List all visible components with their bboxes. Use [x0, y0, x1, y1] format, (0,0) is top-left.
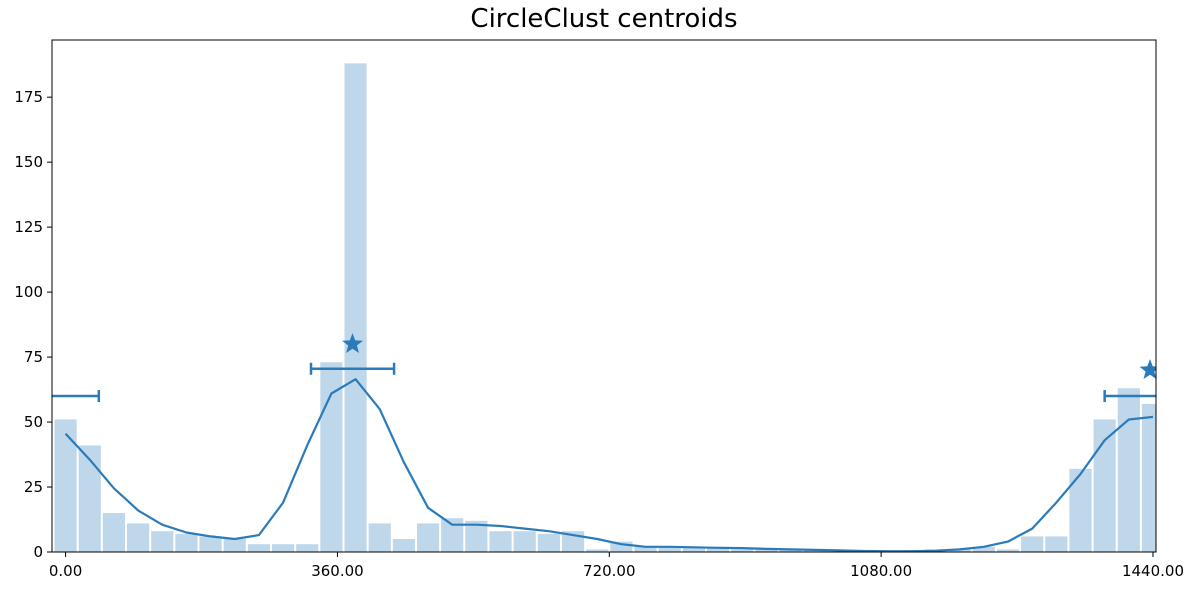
histogram-bar [54, 419, 77, 552]
histogram-bar [199, 536, 222, 552]
histogram-bar [489, 531, 512, 552]
centroid-star-marker [342, 333, 363, 353]
y-tick-label: 50 [24, 413, 43, 431]
x-axis: 0.00 360.00 720.00 1080.00 1440.00 [49, 552, 1184, 580]
x-tick-label: 720.00 [583, 562, 636, 580]
chart-title: CircleClust centroids [470, 4, 738, 34]
y-axis: 0 25 50 75 100 125 150 175 [14, 88, 52, 561]
histogram-bars [54, 63, 1156, 552]
x-tick-label: 360.00 [311, 562, 364, 580]
histogram-bar [706, 546, 730, 552]
histogram-bar [271, 544, 295, 552]
y-tick-label: 0 [33, 543, 43, 561]
y-tick-label: 150 [14, 153, 43, 171]
histogram-bar [634, 546, 657, 552]
histogram-bar [586, 549, 609, 552]
histogram-bar [151, 531, 174, 552]
histogram-bar [416, 523, 440, 552]
centroid-markers-layer [342, 333, 1156, 379]
y-tick-label: 75 [24, 348, 43, 366]
histogram-bar [1021, 536, 1044, 552]
histogram-bar [127, 523, 150, 552]
histogram-bar [1141, 403, 1156, 552]
histogram-bar [755, 549, 778, 552]
histogram-bar [682, 546, 705, 552]
centroid-error-bar [1103, 390, 1156, 403]
y-tick-label: 125 [14, 218, 43, 236]
x-tick-label: 0.00 [49, 562, 82, 580]
histogram-bar [948, 549, 971, 552]
x-tick-label: 1080.00 [850, 562, 912, 580]
plot-frame [51, 39, 1157, 553]
centroid-star-marker [1139, 359, 1156, 379]
histogram-bar [223, 539, 246, 552]
histogram-bar [392, 539, 415, 552]
histogram-bar [1045, 536, 1068, 552]
histogram-bar [465, 520, 488, 552]
histogram-bar [779, 549, 802, 552]
histogram-bar [175, 533, 198, 552]
histogram-bar [1117, 388, 1140, 552]
histogram-bar [247, 544, 270, 552]
histogram-bar [344, 63, 367, 552]
histogram-bar [731, 549, 754, 552]
histogram-bar [996, 549, 1020, 552]
histogram-bar [368, 523, 391, 552]
histogram-bar [320, 362, 343, 552]
x-tick-label: 1440.00 [1122, 562, 1184, 580]
histogram-bar [972, 546, 995, 552]
centroid-error-bar [52, 390, 101, 403]
histogram-bar [658, 546, 681, 552]
histogram-bar [78, 445, 101, 552]
y-tick-label: 175 [14, 88, 43, 106]
histogram-bar [296, 544, 319, 552]
density-curve [64, 378, 1154, 552]
histogram-bar [513, 531, 536, 552]
y-tick-label: 100 [14, 283, 43, 301]
histogram-bar [1093, 419, 1116, 552]
centroid-error-bar [309, 362, 396, 375]
error-bars-layer [52, 362, 1156, 403]
histogram-bar [537, 533, 560, 552]
histogram-bar [610, 541, 633, 552]
histogram-bar [441, 518, 464, 552]
y-tick-label: 25 [24, 478, 43, 496]
histogram-bar [102, 513, 126, 552]
density-curve-layer [64, 378, 1154, 552]
histogram-bar [1069, 468, 1092, 552]
